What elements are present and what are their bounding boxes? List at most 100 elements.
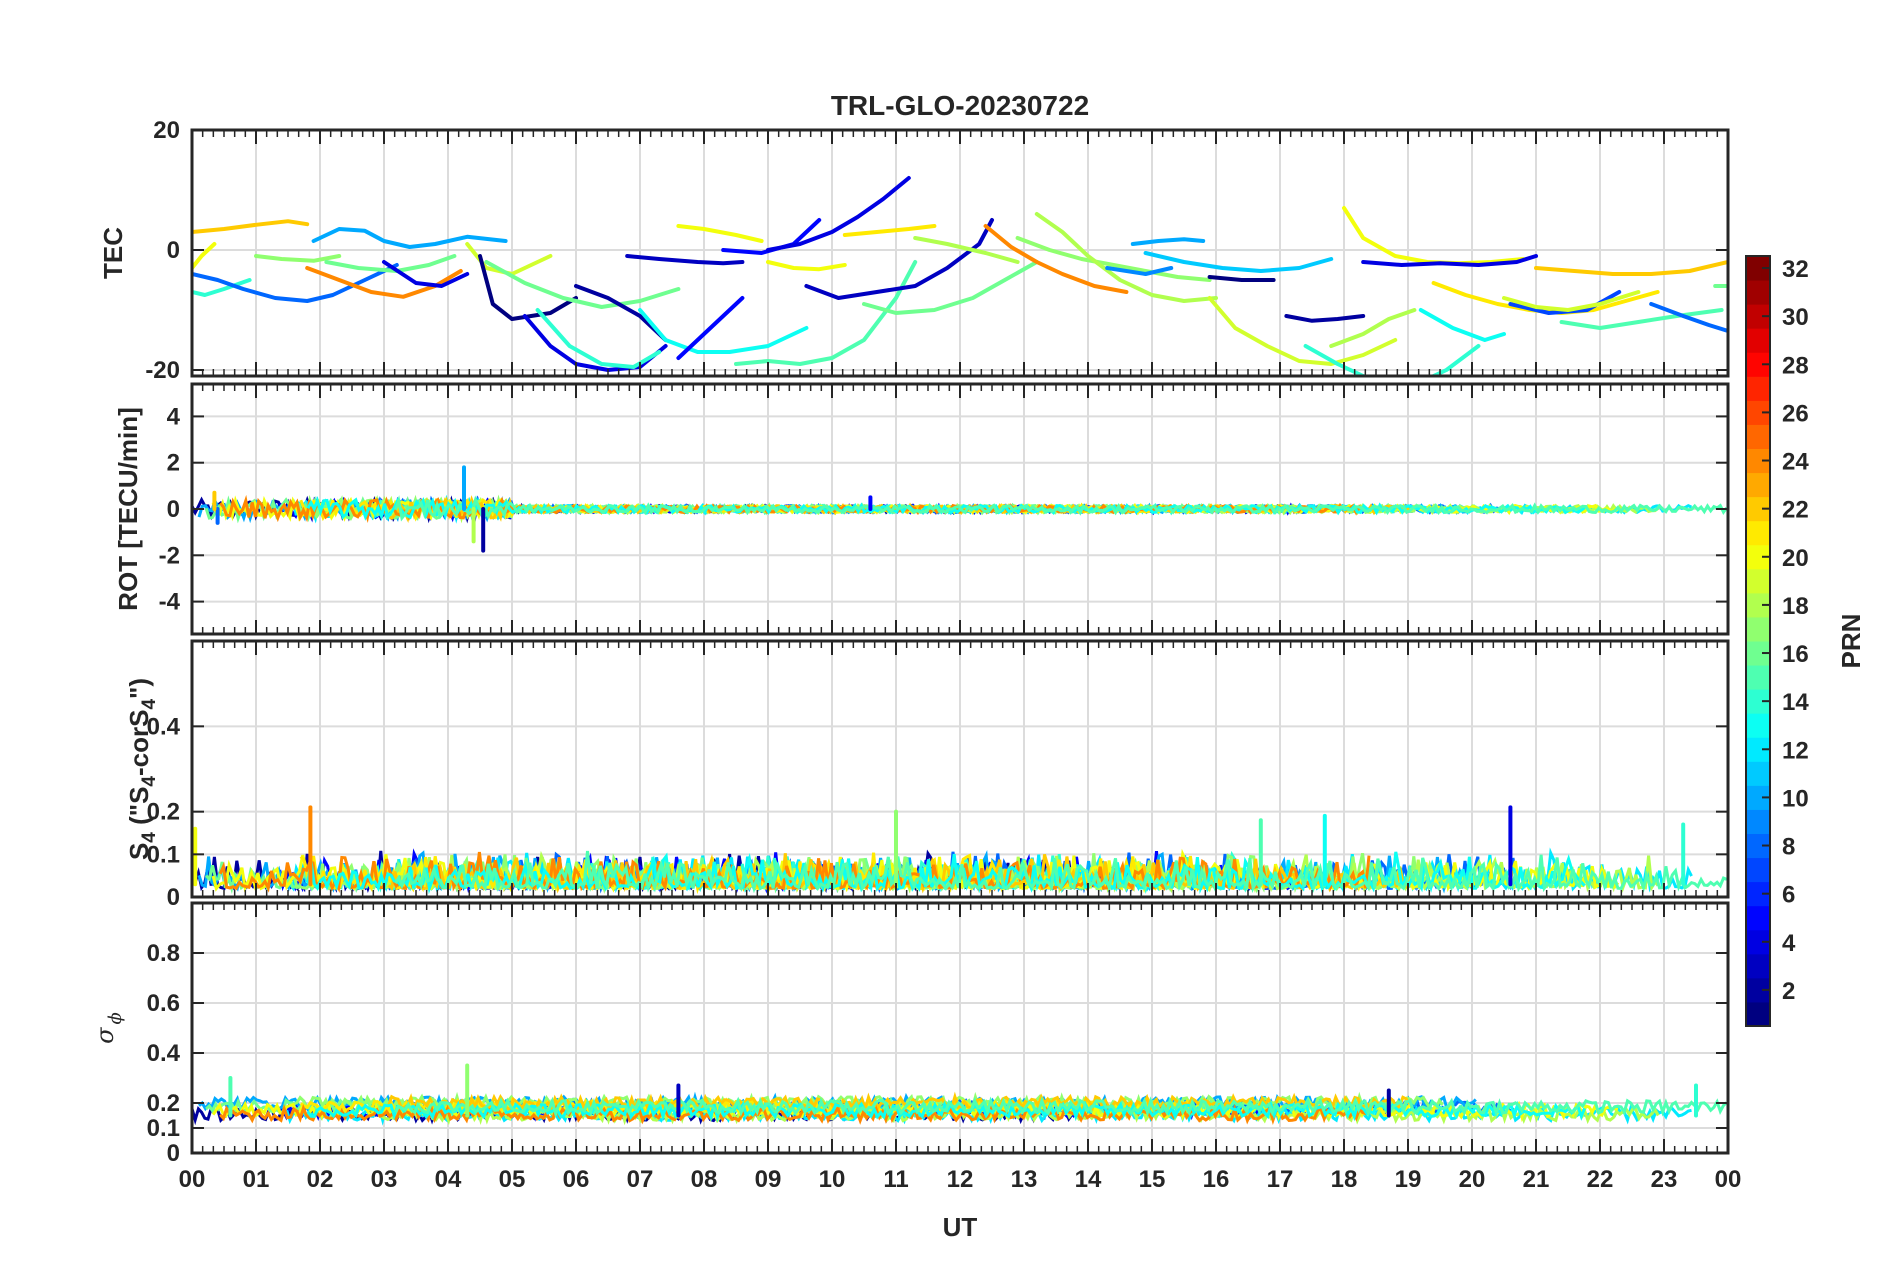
tec-series-line bbox=[766, 176, 911, 252]
colorbar-tick-label: 32 bbox=[1782, 256, 1809, 283]
tec-series-line bbox=[1207, 275, 1276, 282]
colorbar-tick-label: 26 bbox=[1782, 400, 1809, 427]
colorbar-segment bbox=[1746, 665, 1770, 690]
x-tick-label: 17 bbox=[1267, 1166, 1294, 1193]
x-tick-label: 14 bbox=[1075, 1166, 1102, 1193]
tec-series-line bbox=[625, 254, 745, 266]
x-tick-label: 02 bbox=[307, 1166, 334, 1193]
tec-series bbox=[192, 176, 1728, 376]
colorbar-tick-label: 20 bbox=[1782, 545, 1809, 572]
x-tick-label: 22 bbox=[1587, 1166, 1614, 1193]
tec-series-line bbox=[254, 254, 342, 263]
x-tick-label: 05 bbox=[499, 1166, 526, 1193]
tec-series-line bbox=[1034, 212, 1218, 303]
y-tick-label: -20 bbox=[145, 357, 180, 384]
x-tick-label: 07 bbox=[627, 1166, 654, 1193]
y-tick-label: 0.1 bbox=[147, 1115, 180, 1142]
colorbar-segment bbox=[1746, 472, 1770, 498]
x-tick-label: 20 bbox=[1459, 1166, 1486, 1193]
s4-axes-box bbox=[190, 639, 1730, 899]
tec-series-line bbox=[1143, 251, 1334, 273]
colorbar-segment bbox=[1746, 809, 1770, 834]
colorbar-tick-label: 14 bbox=[1782, 689, 1809, 716]
colorbar-segment bbox=[1746, 520, 1770, 546]
y-tick-label: 0.2 bbox=[147, 799, 180, 826]
x-tick-label: 00 bbox=[1715, 1166, 1742, 1193]
colorbar-segment bbox=[1746, 953, 1770, 979]
y-tick-label: 0.4 bbox=[147, 713, 181, 740]
y-tick-label: 20 bbox=[153, 117, 180, 144]
tec-ylabel: TEC bbox=[98, 227, 128, 279]
tec-series-line bbox=[983, 224, 1129, 294]
y-tick-label: 0.8 bbox=[147, 940, 180, 967]
sigma-phi-ylabel: σϕ bbox=[91, 1012, 126, 1044]
sigma-phi-axes-box bbox=[190, 901, 1730, 1155]
x-tick-label: 01 bbox=[243, 1166, 270, 1193]
tec-series-line bbox=[842, 224, 937, 237]
tec-series-line bbox=[676, 296, 745, 360]
colorbar-tick-label: 6 bbox=[1782, 882, 1795, 909]
s4-panel: 0 0.1 0.2 0.4 bbox=[147, 639, 1730, 911]
tec-series-line bbox=[1502, 290, 1641, 312]
tec-series-line bbox=[484, 260, 681, 309]
y-tick-label: -2 bbox=[159, 542, 180, 569]
tec-series-line bbox=[913, 236, 1020, 264]
colorbar-tick-label: 2 bbox=[1782, 978, 1795, 1005]
rot-series bbox=[192, 465, 1728, 553]
y-tick-label: 0 bbox=[167, 884, 180, 911]
tec-series-line bbox=[1361, 254, 1538, 267]
colorbar-tick-label: 30 bbox=[1782, 304, 1809, 331]
x-tick-label: 19 bbox=[1395, 1166, 1422, 1193]
y-tick-label: 0 bbox=[167, 237, 180, 264]
rot-axes-box bbox=[190, 382, 1730, 636]
colorbar-segment bbox=[1746, 424, 1770, 449]
y-tick-label: 0.2 bbox=[147, 1090, 180, 1117]
tec-series-line bbox=[676, 224, 764, 243]
sigma-phi-series bbox=[192, 1063, 1728, 1126]
tec-series-line bbox=[1303, 344, 1481, 376]
colorbar-segment bbox=[1746, 713, 1770, 738]
tec-series-line bbox=[638, 308, 809, 354]
tec-series-line bbox=[522, 314, 668, 372]
x-tick-label: 04 bbox=[435, 1166, 462, 1193]
y-tick-label: 2 bbox=[167, 450, 180, 477]
x-tick-label: 06 bbox=[563, 1166, 590, 1193]
tec-series-line bbox=[1207, 296, 1398, 366]
tec-series-line bbox=[1329, 308, 1417, 348]
colorbar-tick-label: 10 bbox=[1782, 785, 1809, 812]
noise-trace bbox=[394, 850, 1728, 894]
tec-series-line bbox=[478, 254, 578, 321]
x-tick-label: 12 bbox=[947, 1166, 974, 1193]
chart-title: TRL-GLO-20230722 bbox=[831, 90, 1089, 121]
colorbar-label: PRN bbox=[1836, 614, 1866, 669]
tec-series-line bbox=[192, 219, 310, 234]
colorbar-tick-label: 22 bbox=[1782, 497, 1809, 524]
tec-series-line bbox=[305, 266, 463, 299]
tec-series-line bbox=[1284, 314, 1366, 323]
noise-trace bbox=[394, 1095, 1728, 1119]
x-tick-labels: 00 01 02 03 04 05 06 07 08 09 10 11 12 13 14 15 16 17 18 19… bbox=[179, 1166, 1742, 1193]
tec-series-line bbox=[382, 260, 470, 288]
tec-series-line bbox=[311, 227, 508, 249]
colorbar-tick-label: 16 bbox=[1782, 641, 1809, 668]
tec-axes-box bbox=[190, 128, 1730, 378]
y-tick-label: -4 bbox=[159, 589, 181, 616]
x-tick-label: 03 bbox=[371, 1166, 398, 1193]
sigma-phi-panel: 00.10.2 0.4 0.6 0.8 bbox=[147, 901, 1730, 1167]
tec-series-line bbox=[1105, 266, 1174, 276]
colorbar-frame bbox=[1745, 255, 1771, 1027]
tec-panel: -20 0 20 bbox=[145, 117, 1730, 384]
tec-series-line bbox=[734, 260, 918, 366]
s4-ylabel: S4 ("S4-corS4") bbox=[124, 678, 160, 860]
tec-series-line bbox=[1649, 302, 1728, 333]
noise-trace bbox=[306, 851, 1586, 895]
x-tick-label: 23 bbox=[1651, 1166, 1678, 1193]
colorbar-segment bbox=[1746, 616, 1770, 642]
colorbar-segment bbox=[1746, 857, 1770, 883]
x-tick-label: 09 bbox=[755, 1166, 782, 1193]
y-tick-label: 0.1 bbox=[147, 841, 180, 868]
rot-ylabel: ROT [TECU/min] bbox=[113, 407, 143, 611]
colorbar-segment bbox=[1746, 1001, 1770, 1027]
